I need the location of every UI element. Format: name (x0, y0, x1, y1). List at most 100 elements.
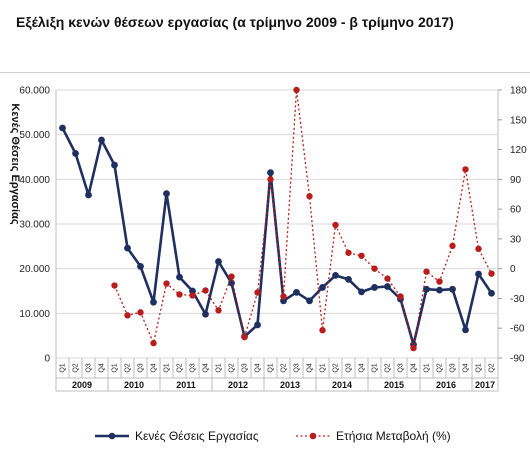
year-label: 2009 (72, 380, 92, 390)
quarter-label: Q1 (371, 363, 378, 372)
y-tick-label: 50.000 (19, 130, 50, 141)
annual-change-point (150, 339, 157, 347)
quarter-label: Q3 (241, 363, 248, 372)
legend-marker (108, 432, 116, 440)
quarter-label: Q1 (215, 363, 222, 372)
vacancies-point (202, 310, 209, 318)
y-tick-label: 60.000 (19, 86, 50, 97)
y2-tick-label: -30 (510, 294, 525, 305)
year-label: 2010 (124, 380, 144, 390)
y2-tick-label: 30 (510, 234, 522, 245)
annual-change-point (111, 282, 118, 289)
year-label: 2015 (384, 380, 404, 390)
annual-change-point (267, 176, 274, 183)
annual-change-point (345, 249, 352, 256)
vacancies-point (332, 271, 339, 279)
annual-change-point (228, 273, 235, 280)
quarter-label: Q2 (176, 363, 183, 372)
legend-marker (309, 432, 317, 440)
annual-change-point (423, 268, 430, 275)
chart-title: Εξέλιξη κενών θέσεων εργασίας (α τρίμηνο… (16, 14, 454, 30)
quarter-label: Q1 (267, 363, 274, 372)
quarter-label: Q1 (423, 363, 430, 372)
y2-tick-label: 60 (510, 205, 522, 216)
quarter-label: Q2 (124, 363, 131, 372)
vacancies-point (384, 283, 391, 290)
annual-change-point (371, 265, 378, 272)
annual-change-point (215, 307, 222, 314)
quarter-label: Q1 (111, 363, 118, 372)
annual-change-point (319, 327, 326, 334)
y2-tick-label: 150 (510, 115, 527, 126)
year-label: 2014 (332, 380, 352, 390)
annual-change-point (280, 293, 287, 300)
vacancies-point (163, 190, 170, 198)
vacancies-point (462, 326, 469, 334)
vacancies-point (306, 297, 313, 305)
annual-change-point (254, 289, 261, 296)
vacancies-point (436, 286, 443, 294)
quarter-label: Q4 (254, 363, 261, 372)
y2-tick-label: 180 (510, 86, 527, 97)
quarter-label: Q3 (85, 363, 92, 372)
y-tick-label: 0 (44, 354, 50, 365)
vacancies-point (85, 191, 92, 199)
quarter-label: Q1 (475, 363, 482, 372)
vacancies-line (61, 127, 493, 346)
year-label: 2011 (176, 380, 196, 390)
vacancies-point (215, 258, 222, 265)
vacancies-point (189, 287, 196, 295)
quarter-label: Q2 (72, 363, 79, 372)
annual-change-point (163, 280, 170, 287)
quarter-label: Q3 (137, 363, 144, 372)
vacancies-point (111, 161, 118, 169)
annual-change-point (462, 166, 469, 173)
vacancies-point (59, 124, 66, 132)
vacancies-point (423, 285, 430, 293)
annual-change-point (488, 270, 495, 277)
vacancies-point (267, 169, 274, 177)
quarter-label: Q4 (306, 363, 313, 372)
legend-label: Ετήσια Μεταβολή (%) (336, 429, 451, 443)
annual-change-point (241, 333, 248, 341)
quarter-label: Q2 (332, 363, 339, 372)
y2-tick-label: -90 (510, 354, 525, 365)
vacancies-point (449, 285, 456, 293)
vacancies-point (371, 284, 378, 291)
annual-change-point (176, 291, 183, 298)
vacancies-point (345, 275, 352, 283)
vacancies-point (319, 284, 326, 291)
vacancies-point (254, 321, 261, 329)
year-label: 2012 (228, 380, 248, 390)
quarter-label: Q1 (319, 363, 326, 372)
annual-change-point (202, 287, 209, 294)
vacancies-point (150, 298, 157, 306)
annual-change-point (189, 292, 196, 299)
chart-frame: 0 10.000 20.000 30.000 40.000 50.000 60.000 -90… (0, 72, 530, 456)
vacancies-point (358, 288, 365, 296)
quarter-label: Q4 (150, 363, 157, 372)
annual-change-point (137, 309, 144, 316)
quarter-label: Q2 (436, 363, 443, 372)
quarter-label: Q3 (293, 363, 300, 372)
annual-change-point (397, 293, 404, 300)
legend-label: Κενές Θέσεις Εργασίας (135, 429, 259, 443)
quarter-label: Q4 (202, 363, 209, 372)
year-label: 2016 (436, 380, 456, 390)
vacancies-point (176, 273, 183, 281)
y2-tick-label: 120 (510, 145, 527, 156)
y-tick-label: 40.000 (19, 175, 50, 186)
chart: 0 10.000 20.000 30.000 40.000 50.000 60.000 -90… (9, 86, 527, 444)
y-axis-title: Κενές Θέσεις Εργασίας (9, 103, 21, 224)
vacancies-point (124, 244, 131, 252)
y-tick-label: 30.000 (19, 220, 50, 231)
y-tick-label: 20.000 (19, 264, 50, 275)
y2-tick-label: 0 (510, 264, 516, 275)
y2-tick-label: 90 (510, 175, 522, 186)
year-label: 2013 (280, 380, 300, 390)
vacancies-point (293, 288, 300, 296)
annual-change-point (449, 242, 456, 250)
vacancies-point (72, 150, 79, 157)
quarter-label: Q3 (397, 363, 404, 372)
quarter-label: Q3 (345, 363, 352, 372)
